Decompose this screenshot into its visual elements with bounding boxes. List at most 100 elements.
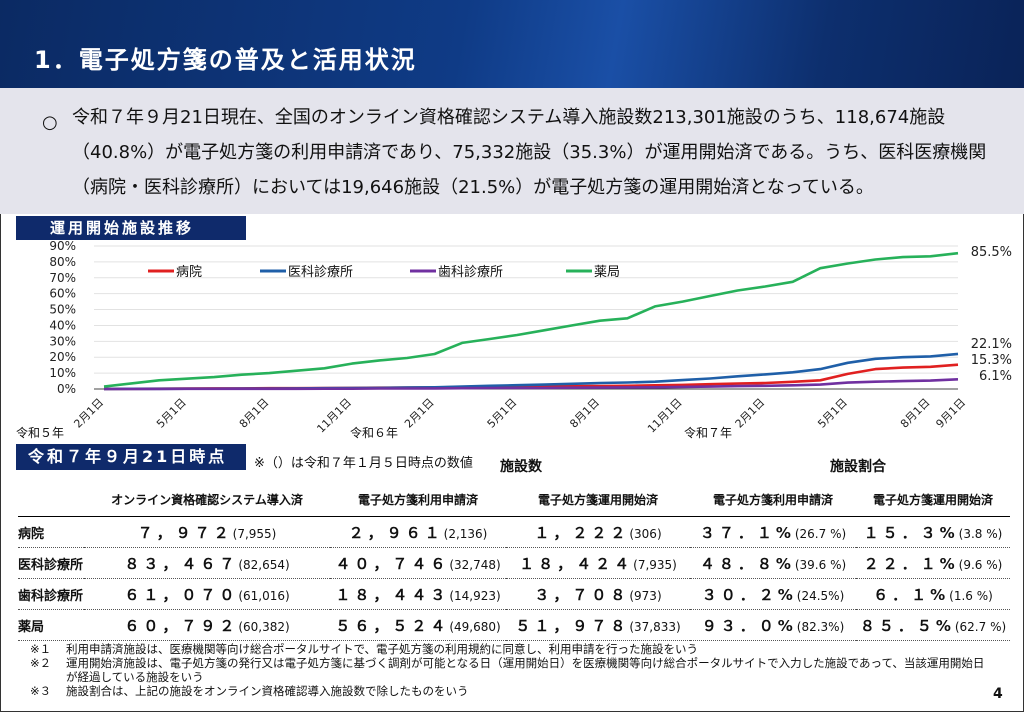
row-header: 病院 xyxy=(18,526,45,542)
cell-prev-value: (1.6 %) xyxy=(949,588,993,603)
table-cell: ６．１%(1.6 %) xyxy=(856,579,1010,610)
cell-value: ３，７０８ xyxy=(534,585,630,604)
x-tick-label: 11月1日 xyxy=(314,396,354,436)
series-end-label: 15.3% xyxy=(971,353,1012,368)
cell-value: ７，９７２ xyxy=(137,523,233,542)
cell-prev-value: (14,923) xyxy=(449,588,501,603)
series-line xyxy=(103,251,959,388)
table-cell: ３７．１%(26.7 %) xyxy=(690,517,856,548)
cell-value: ８３，４６７ xyxy=(124,554,239,573)
y-tick-label: 40% xyxy=(49,318,76,332)
table-header-corner xyxy=(18,482,84,517)
y-tick-label: 20% xyxy=(49,350,76,364)
footnote-text: 利用申請済施設は、医療機関等向け総合ポータルサイトで、電子処方箋の利用規約に同意… xyxy=(66,642,699,656)
table-cell: １８，４４３(14,923) xyxy=(330,579,506,610)
cell-value: ４８．８% xyxy=(699,554,795,573)
table-cell: ３，７０８(973) xyxy=(506,579,690,610)
table-cell: ２２．１%(9.6 %) xyxy=(856,548,1010,579)
cell-value: ５６，５２４ xyxy=(335,616,450,635)
table-row: 医科診療所 ８３，４６７(82,654) ４０，７４６(32,748) １８，４… xyxy=(18,548,1010,579)
table-row: 病院 ７，９７２(7,955) ２，９６１(2,136) １，２２２(306) … xyxy=(18,517,1010,548)
table-cell: ６０，７９２(60,382) xyxy=(84,610,330,641)
footnote-continuation: が経過している施設をいう xyxy=(66,670,204,684)
table-note: ※（）は令和７年１月５日時点の数値 xyxy=(254,456,473,471)
row-header: 歯科診療所 xyxy=(18,588,84,604)
cell-prev-value: (37,833) xyxy=(629,619,681,634)
table-cell: ５１，９７８(37,833) xyxy=(506,610,690,641)
table-header: 電子処方箋利用申請済 xyxy=(330,482,506,517)
y-tick-label: 80% xyxy=(49,255,76,269)
cell-value: ２２．１% xyxy=(863,554,959,573)
x-tick-label: 5月1日 xyxy=(815,396,850,431)
table-cell: ４０，７４６(32,748) xyxy=(330,548,506,579)
table-header: 電子処方箋運用開始済 xyxy=(856,482,1010,517)
cell-value: １，２２２ xyxy=(534,523,630,542)
cell-value: ８５．５% xyxy=(859,616,955,635)
table-cell: １５．３%(3.8 %) xyxy=(856,517,1010,548)
table-row: 薬局 ６０，７９２(60,382) ５６，５２４(49,680) ５１，９７８(… xyxy=(18,610,1010,641)
table-cell: ８５．５%(62.7 %) xyxy=(856,610,1010,641)
table-cell: ５６，５２４(49,680) xyxy=(330,610,506,641)
x-tick-label: 2月1日 xyxy=(71,396,106,431)
cell-prev-value: (62.7 %) xyxy=(954,619,1007,634)
x-tick-label: 9月1日 xyxy=(933,396,968,431)
cell-prev-value: (49,680) xyxy=(449,619,501,634)
group-header-counts: 施設数 xyxy=(500,459,542,475)
cell-prev-value: (61,016) xyxy=(238,588,290,603)
footnote-number: ※３ xyxy=(30,684,52,698)
table-cell: ７，９７２(7,955) xyxy=(84,517,330,548)
table-header-row: オンライン資格確認システム導入済 電子処方箋利用申請済 電子処方箋運用開始済 電… xyxy=(18,482,1010,517)
table-cell: ３０．２%(24.5%) xyxy=(690,579,856,610)
cell-prev-value: (2,136) xyxy=(443,526,488,541)
footnote-number: ※２ xyxy=(30,656,52,670)
cell-prev-value: (3.8 %) xyxy=(958,526,1003,541)
cell-prev-value: (7,955) xyxy=(232,526,277,541)
table-cell: ６１，０７０(61,016) xyxy=(84,579,330,610)
cell-prev-value: (7,935) xyxy=(633,557,677,572)
footnote-text: 施設割合は、上記の施設をオンライン資格確認導入施設数で除したものをいう xyxy=(66,684,469,698)
cell-prev-value: (82.3%) xyxy=(796,619,845,634)
summary-text: 令和７年９月21日現在、全国のオンライン資格確認システム導入施設数213,301… xyxy=(72,107,987,198)
y-tick-label: 10% xyxy=(49,366,76,380)
cell-prev-value: (9.6 %) xyxy=(958,557,1003,572)
cell-prev-value: (32,748) xyxy=(449,557,501,572)
cell-value: ３０．２% xyxy=(701,585,797,604)
x-tick-label: 2月1日 xyxy=(402,396,437,431)
cell-value: ２，９６１ xyxy=(348,523,444,542)
legend-label: 医科診療所 xyxy=(288,264,353,280)
facility-table: オンライン資格確認システム導入済 電子処方箋利用申請済 電子処方箋運用開始済 電… xyxy=(18,482,1010,641)
summary-bullet-icon: ○ xyxy=(42,112,58,133)
y-tick-label: 60% xyxy=(49,287,76,301)
cell-prev-value: (24.5%) xyxy=(796,588,845,603)
x-tick-label: 8月1日 xyxy=(898,396,933,431)
cell-prev-value: (306) xyxy=(629,526,662,541)
table-cell: ８３，４６７(82,654) xyxy=(84,548,330,579)
cell-prev-value: (26.7 %) xyxy=(794,526,847,541)
page-title: 1．電子処方箋の普及と活用状況 xyxy=(34,46,417,74)
x-tick-label: 8月1日 xyxy=(237,396,272,431)
table-header: 電子処方箋運用開始済 xyxy=(506,482,690,517)
cell-value: １８，４２４ xyxy=(519,554,634,573)
footnote: ※３ 施設割合は、上記の施設をオンライン資格確認導入施設数で除したものをいう xyxy=(30,684,984,698)
cell-value: ６．１% xyxy=(873,585,950,604)
cell-value: ６１，０７０ xyxy=(124,585,239,604)
x-tick-label: 2月1日 xyxy=(733,396,768,431)
line-chart: 0% 10% 20% 30% 40%50% 60% 70% 80% 90% 2月1日 5月1日 8月1… xyxy=(49,239,1012,436)
era-label-r7: 令和７年 xyxy=(684,426,733,440)
footnotes: ※１ 利用申請済施設は、医療機関等向け総合ポータルサイトで、電子処方箋の利用規約… xyxy=(30,642,984,698)
cell-value: ９３．０% xyxy=(701,616,797,635)
cell-value: １５．３% xyxy=(863,523,959,542)
cell-value: ３７．１% xyxy=(699,523,795,542)
table-cell: ２，９６１(2,136) xyxy=(330,517,506,548)
chart-section-label: 運用開始施設推移 xyxy=(16,216,246,240)
table-cell: １，２２２(306) xyxy=(506,517,690,548)
table-header: 電子処方箋利用申請済 xyxy=(690,482,856,517)
y-tick-label: 30% xyxy=(49,334,76,348)
series-end-label: 22.1% xyxy=(971,337,1012,352)
x-tick-label: 11月1日 xyxy=(645,396,685,436)
cell-value: １８，４４３ xyxy=(335,585,450,604)
footnote-number: ※１ xyxy=(30,642,52,656)
table-header: オンライン資格確認システム導入済 xyxy=(84,482,330,517)
group-header-ratios: 施設割合 xyxy=(830,459,886,475)
page-number: 4 xyxy=(993,686,1003,702)
